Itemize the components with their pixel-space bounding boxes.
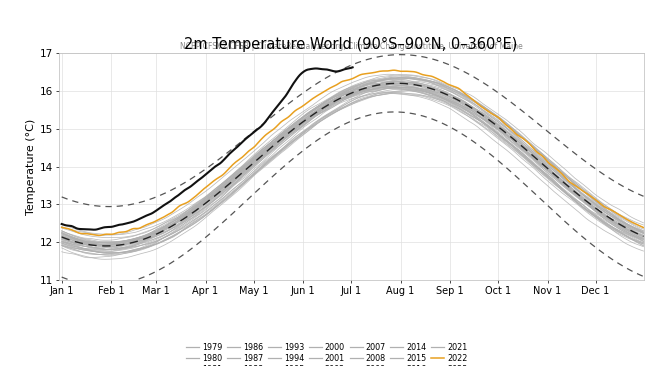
Legend: 1979, 1980, 1981, 1982, 1983, 1984, 1985, 1986, 1987, 1988, 1989, 1990, 1991, 19: 1979, 1980, 1981, 1982, 1983, 1984, 1985… — [186, 343, 516, 366]
Text: NCEP CFSV2/CFSR | ClimateReanalyzer.org, Climate Change Institute, University of: NCEP CFSV2/CFSR | ClimateReanalyzer.org,… — [179, 42, 523, 51]
Title: 2m Temperature World (90°S–90°N, 0–360°E): 2m Temperature World (90°S–90°N, 0–360°E… — [185, 37, 517, 52]
Y-axis label: Temperature (°C): Temperature (°C) — [25, 119, 36, 214]
